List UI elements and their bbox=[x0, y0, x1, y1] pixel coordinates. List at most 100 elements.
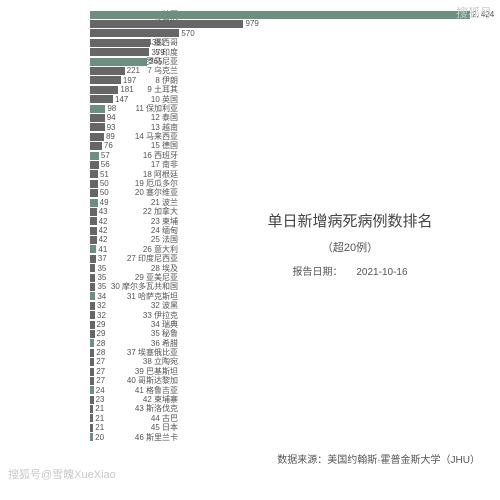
watermark-bottom: 搜狐号@雪魄XueXiao bbox=[8, 466, 116, 482]
value-label: 147 bbox=[113, 95, 128, 104]
value-label: 43 bbox=[97, 207, 108, 216]
value-label: 221 bbox=[125, 66, 140, 75]
bar-row: 43 斯洛伐克21 bbox=[90, 404, 490, 413]
bar-row: 2 俄罗斯979 bbox=[90, 19, 490, 28]
report-label: 报告日期： bbox=[292, 267, 342, 278]
bar bbox=[90, 189, 98, 197]
chart-subtitle: （超20例） bbox=[220, 239, 480, 255]
report-date-line: 报告日期： 2021-10-16 bbox=[220, 263, 480, 278]
bar-row: 10 英国147 bbox=[90, 95, 490, 104]
bar-row: 11 保加利亚98 bbox=[90, 104, 490, 113]
bar-row: 14 马来西亚89 bbox=[90, 132, 490, 141]
bar-row: 1 美国2, 424 bbox=[90, 10, 490, 19]
report-date: 2021-10-16 bbox=[356, 267, 407, 278]
value-label: 56 bbox=[99, 160, 110, 169]
bar-row: 21 波兰49 bbox=[90, 198, 490, 207]
bar-row: 45 日本21 bbox=[90, 423, 490, 432]
value-label: 570 bbox=[179, 29, 194, 38]
value-label: 35 bbox=[95, 282, 106, 291]
bar bbox=[90, 180, 98, 188]
bar bbox=[90, 58, 147, 66]
value-label: 27 bbox=[94, 367, 105, 376]
bar bbox=[90, 208, 97, 216]
bar bbox=[90, 236, 97, 244]
bar-row: 33 伊拉克32 bbox=[90, 311, 490, 320]
bar bbox=[90, 39, 150, 47]
bar bbox=[90, 11, 470, 19]
bar-row: 41 格鲁吉亚24 bbox=[90, 386, 490, 395]
value-label: 34 bbox=[95, 292, 106, 301]
bar bbox=[90, 105, 105, 113]
bar-row: 20 塞尔维亚50 bbox=[90, 188, 490, 197]
value-label: 49 bbox=[98, 198, 109, 207]
bar-row: 19 厄瓜多尔50 bbox=[90, 179, 490, 188]
value-label: 28 bbox=[94, 348, 105, 357]
bar-row: 34 瑞典29 bbox=[90, 320, 490, 329]
bar-row: 31 哈萨克斯坦34 bbox=[90, 292, 490, 301]
value-label: 29 bbox=[95, 329, 106, 338]
data-source: 数据来源：美国约翰斯·霍普金斯大学（JHU） bbox=[277, 451, 480, 466]
bar-row: 17 南非56 bbox=[90, 160, 490, 169]
value-label: 35 bbox=[95, 264, 106, 273]
value-label: 20 bbox=[93, 433, 104, 442]
value-label: 381 bbox=[150, 38, 165, 47]
bar-row: 46 斯里兰卡20 bbox=[90, 433, 490, 442]
chart-title: 单日新增病死病例数排名 bbox=[220, 210, 480, 231]
bar bbox=[90, 217, 97, 225]
bar bbox=[90, 123, 105, 131]
bar-row: 12 泰国94 bbox=[90, 113, 490, 122]
bar-row: 13 越南93 bbox=[90, 123, 490, 132]
value-label: 42 bbox=[97, 217, 108, 226]
value-label: 21 bbox=[93, 414, 104, 423]
value-label: 21 bbox=[93, 404, 104, 413]
value-label: 50 bbox=[98, 188, 109, 197]
value-label: 93 bbox=[105, 123, 116, 132]
bar-row: 39 巴基斯坦27 bbox=[90, 367, 490, 376]
bar-row: 44 古巴21 bbox=[90, 414, 490, 423]
value-label: 57 bbox=[99, 151, 110, 160]
bar bbox=[90, 114, 105, 122]
title-block: 单日新增病死病例数排名 （超20例） 报告日期： 2021-10-16 bbox=[220, 210, 480, 278]
value-label: 24 bbox=[94, 386, 105, 395]
value-label: 98 bbox=[105, 104, 116, 113]
bar bbox=[90, 67, 125, 75]
bar-row: 6 罗马尼亚365 bbox=[90, 57, 490, 66]
bar-row: 18 阿根廷51 bbox=[90, 170, 490, 179]
value-label: 32 bbox=[95, 301, 106, 310]
value-label: 50 bbox=[98, 179, 109, 188]
bar-row: 3 巴西570 bbox=[90, 29, 490, 38]
bar bbox=[90, 76, 121, 84]
bar bbox=[90, 29, 179, 37]
value-label: 89 bbox=[104, 132, 115, 141]
value-label: 379 bbox=[149, 48, 164, 57]
bar bbox=[90, 95, 113, 103]
bar-row: 5 印度379 bbox=[90, 48, 490, 57]
value-label: 29 bbox=[95, 320, 106, 329]
value-label: 365 bbox=[147, 57, 162, 66]
bar-row: 4 墨西哥381 bbox=[90, 38, 490, 47]
bar-row: 16 西班牙57 bbox=[90, 151, 490, 160]
bar-row: 38 立陶宛27 bbox=[90, 357, 490, 366]
value-label: 51 bbox=[98, 170, 109, 179]
value-label: 32 bbox=[95, 311, 106, 320]
value-label: 27 bbox=[94, 376, 105, 385]
value-label: 76 bbox=[102, 141, 113, 150]
bar-row: 40 哥斯达黎加27 bbox=[90, 376, 490, 385]
value-label: 41 bbox=[96, 245, 107, 254]
value-label: 28 bbox=[94, 339, 105, 348]
bar-row: 30 摩尔多瓦共和国35 bbox=[90, 282, 490, 291]
bar bbox=[90, 48, 149, 56]
bar-row: 35 秘鲁29 bbox=[90, 329, 490, 338]
bar bbox=[90, 86, 118, 94]
bar bbox=[90, 170, 98, 178]
value-label: 197 bbox=[121, 76, 136, 85]
value-label: 94 bbox=[105, 113, 116, 122]
value-label: 181 bbox=[118, 85, 133, 94]
value-label: 23 bbox=[94, 395, 105, 404]
bar-row: 36 希腊28 bbox=[90, 339, 490, 348]
bar-row: 15 德国76 bbox=[90, 141, 490, 150]
bar-row: 7 乌克兰221 bbox=[90, 66, 490, 75]
bar bbox=[90, 199, 98, 207]
bar bbox=[90, 161, 99, 169]
bar-row: 9 土耳其181 bbox=[90, 85, 490, 94]
